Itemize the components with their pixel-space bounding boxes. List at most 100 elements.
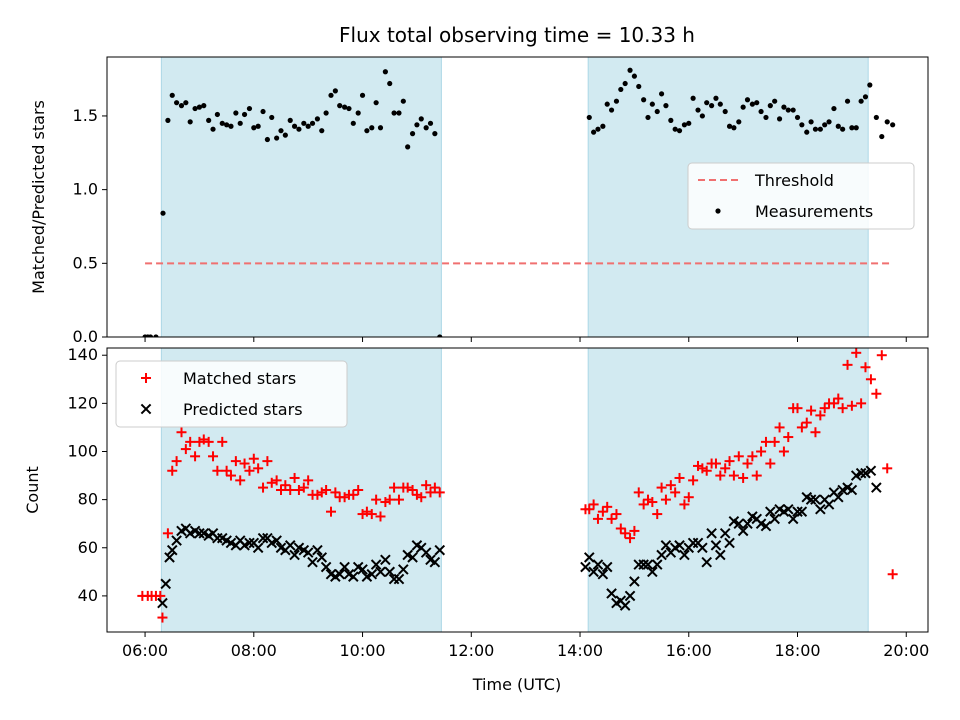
y-tick-label: 0.0 (73, 327, 98, 346)
measurement-point (658, 91, 665, 97)
matched-stars-point (683, 492, 694, 503)
measurement-point (382, 69, 388, 75)
measurement-point (405, 144, 411, 150)
matched-stars-point (865, 374, 876, 385)
matched-stars-point (602, 501, 613, 512)
predicted-stars-point (629, 576, 640, 587)
predicted-stars-point (592, 559, 604, 570)
predicted-stars-point (257, 532, 269, 544)
predicted-stars-point (407, 552, 418, 563)
measurement-point (695, 107, 701, 113)
measurement-point (884, 119, 890, 125)
predicted-stars-point (583, 552, 595, 563)
matched-stars-point (656, 482, 667, 493)
legend-label: Threshold (754, 171, 834, 190)
predicted-stars-point (384, 566, 396, 578)
legend-box (687, 162, 915, 230)
matched-stars-point (275, 485, 286, 495)
ratio-panel: 0.0 0.5 1.0 1.5 Threshold Measurements (73, 56, 929, 346)
matched-stars-point (846, 400, 857, 411)
matched-stars-point (303, 475, 314, 486)
measurement-point (173, 100, 180, 106)
y-tick-label: 100 (67, 441, 98, 460)
predicted-stars-point (157, 597, 168, 609)
predicted-stars-point (316, 552, 328, 563)
predicted-stars-point (865, 465, 877, 477)
y-axis-label-ratio: Matched/Predicted stars (29, 100, 48, 294)
measurement-point (255, 123, 261, 129)
measurement-point (224, 122, 230, 128)
matched-stars-point (792, 403, 803, 414)
matched-stars-point (710, 458, 721, 469)
plot-area (137, 348, 898, 623)
y-tick-label: 140 (67, 345, 98, 364)
measurement-point (400, 98, 406, 104)
predicted-stars-point (271, 535, 282, 546)
measurement-point (668, 117, 674, 123)
measurement-point (260, 108, 266, 115)
measurement-point (613, 98, 620, 104)
count-panel: 40 60 80 100 120 140 06:00 08:00 10:00 12:00 14:00… (67, 345, 929, 660)
matched-stars-point (837, 403, 848, 414)
matched-stars-point (774, 422, 785, 433)
matched-stars-point (353, 485, 364, 495)
x-tick-label: 16:00 (666, 641, 712, 660)
legend-dot-swatch (715, 208, 721, 214)
predicted-stars-point (823, 499, 835, 510)
matched-stars-point (647, 497, 658, 508)
predicted-stars-point (805, 494, 817, 505)
measurement-point (641, 97, 647, 103)
predicted-stars-point (765, 506, 776, 517)
predicted-stars-point (171, 535, 182, 546)
matched-stars-point (615, 523, 626, 534)
matched-stars-point (778, 446, 789, 457)
matched-stars-point (597, 506, 608, 517)
measurement-point (251, 125, 257, 131)
matched-stars-point (815, 410, 826, 421)
measurement-point (858, 98, 864, 104)
matched-stars-point (289, 472, 300, 483)
predicted-stars-point (334, 568, 346, 580)
predicted-stars-point (601, 561, 613, 573)
measurement-point (169, 92, 175, 98)
predicted-stars-point (679, 549, 690, 561)
measurement-point (246, 105, 253, 112)
measurement-point (785, 107, 791, 113)
matched-stars-point (629, 525, 640, 536)
plot-area (142, 67, 896, 337)
predicted-stars-point (706, 528, 717, 539)
measurement-point (437, 334, 443, 337)
matched-stars-point (384, 494, 395, 505)
matched-stars-point (747, 451, 758, 462)
measurement-point (699, 113, 705, 119)
predicted-stars-point (420, 547, 432, 558)
measurement-point (690, 95, 696, 101)
measurement-point (663, 103, 669, 109)
measurement-point (649, 101, 655, 107)
matched-stars-point (330, 487, 341, 498)
predicted-stars-point (710, 540, 722, 551)
x-tick-label: 10:00 (339, 641, 385, 660)
matched-stars-point (611, 509, 622, 520)
measurement-point (812, 126, 819, 132)
measurement-point (862, 94, 869, 100)
measurement-point (890, 122, 896, 128)
matched-stars-point (674, 472, 685, 483)
measurement-point (396, 110, 402, 116)
matched-stars-point (851, 348, 862, 358)
predicted-stars-point (697, 542, 708, 554)
matched-stars-point (760, 436, 771, 447)
matched-stars-point (262, 456, 273, 467)
matched-stars-point (208, 451, 219, 462)
matched-stars-point (348, 489, 359, 500)
measurement-point (867, 82, 873, 88)
measurement-point (781, 104, 787, 110)
matched-stars-point (326, 506, 337, 517)
measurement-point (196, 104, 203, 110)
predicted-stars-point (434, 544, 446, 556)
predicted-stars-point (284, 540, 296, 551)
measurement-point (822, 122, 828, 128)
predicted-stars-point (714, 549, 726, 561)
measurement-point (278, 128, 284, 134)
matched-stars-point (801, 417, 812, 428)
